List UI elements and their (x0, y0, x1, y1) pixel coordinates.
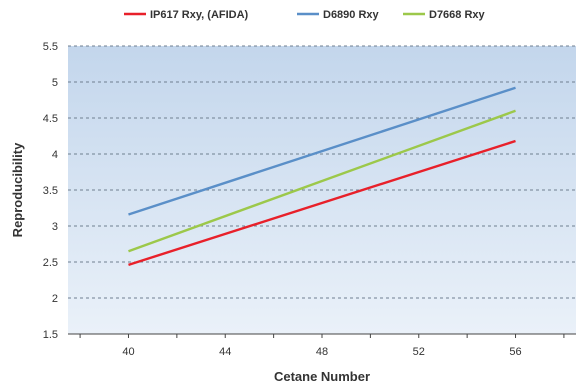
legend: IP617 Rxy, (AFIDA) D6890 Rxy D7668 Rxy (124, 9, 486, 21)
legend-label: D6890 Rxy (323, 9, 380, 21)
x-tick-label: 48 (316, 346, 328, 358)
y-tick-label: 3.5 (43, 185, 58, 197)
series-line (128, 139, 516, 267)
y-tick-label: 5 (52, 77, 58, 89)
x-tick-label: 52 (413, 346, 425, 358)
x-axis-label: Cetane Number (274, 369, 370, 384)
legend-label: D7668 Rxy (429, 9, 486, 21)
x-tick-label: 44 (219, 346, 231, 358)
y-tick-label: 3 (52, 221, 58, 233)
series-line (128, 109, 516, 253)
y-tick-label: 4 (52, 149, 58, 161)
y-tick-label: 2.5 (43, 257, 58, 269)
x-tick-label: 40 (122, 346, 134, 358)
y-tick-label: 5.5 (43, 41, 58, 53)
x-tick-label: 56 (509, 346, 521, 358)
y-tick-label: 4.5 (43, 113, 58, 125)
axes: 1.5 2 2.5 3 3.5 4 4.5 5 5.5 40 44 48 52 56 (43, 41, 576, 358)
series-lines (128, 86, 516, 267)
series-line (128, 86, 516, 216)
legend-label: IP617 Rxy, (AFIDA) (150, 9, 249, 21)
gridlines (68, 45, 576, 299)
y-tick-label: 2 (52, 293, 58, 305)
y-tick-label: 1.5 (43, 329, 58, 341)
y-axis-label: Reproducibility (10, 142, 25, 237)
